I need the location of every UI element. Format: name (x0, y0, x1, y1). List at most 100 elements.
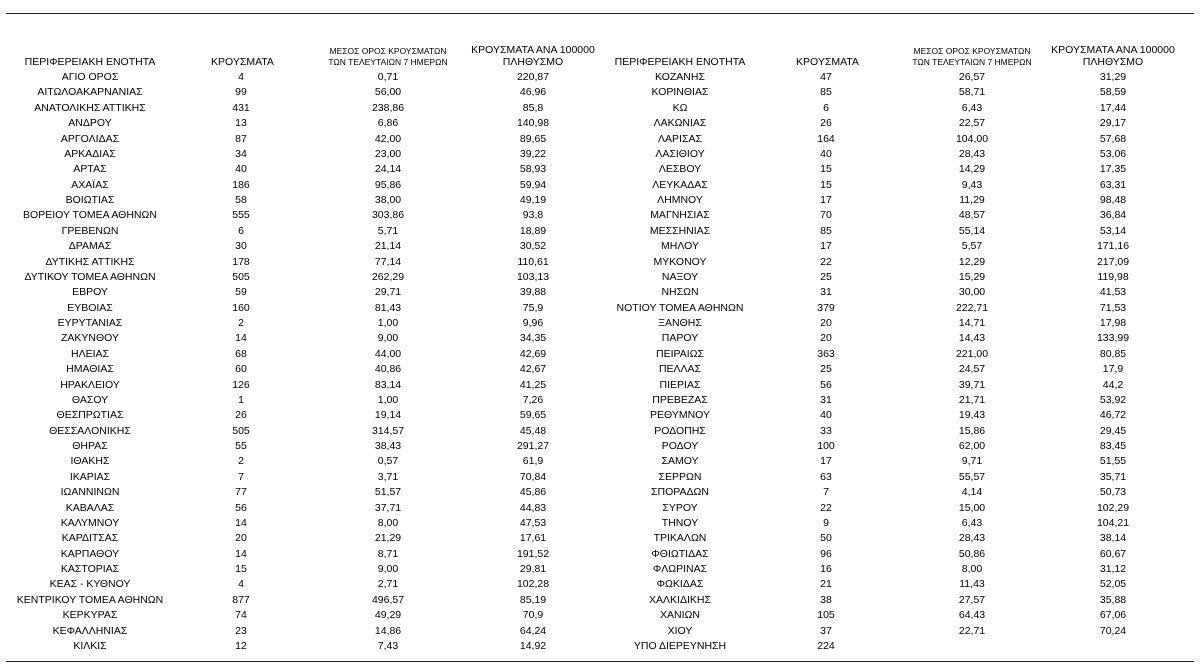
cases-value: 30 (235, 240, 247, 253)
cases-value: 4 (238, 71, 244, 83)
table-row: ΙΚΑΡΙΑΣ 7 3,71 70,84 ΣΕΡΡΩΝ 63 55,57 35,71 (0, 470, 1200, 485)
region-name: ΛΗΜΝΟΥ (657, 194, 703, 206)
region-name: ΛΕΣΒΟΥ (658, 163, 702, 176)
region-name: ΚΑΡΠΑΘΟΥ (60, 547, 120, 560)
cases-value: 7 (238, 470, 244, 483)
region-name: ΠΡΕΒΕΖΑΣ (652, 393, 708, 406)
rate-per-100k-value: 42,69 (519, 347, 547, 360)
cases-value: 40 (820, 147, 832, 160)
rate-per-100k-value: 53,14 (1099, 224, 1127, 237)
region-name: ΒΟΙΩΤΙΑΣ (65, 194, 115, 206)
rate-per-100k-value: 110,61 (517, 255, 549, 268)
avg-7day-value: 9,00 (377, 563, 399, 575)
region-name: ΣΠΟΡΑΔΩΝ (651, 486, 709, 499)
avg-7day-value: 0,57 (377, 455, 399, 468)
rate-per-100k-value: 103,13 (516, 270, 550, 283)
region-name: ΠΕΛΛΑΣ (658, 363, 702, 376)
rate-per-100k-value: 51,55 (1099, 455, 1127, 468)
region-name: ΣΑΜΟΥ (661, 455, 699, 468)
cases-value: 4 (238, 578, 244, 591)
avg-7day-value: 6,86 (377, 117, 399, 130)
avg-7day-value: 48,57 (958, 209, 986, 222)
avg-7day-value: 77,14 (374, 255, 402, 268)
avg-7day-value: 49,29 (374, 609, 402, 622)
rate-per-100k-value: 41,53 (1099, 286, 1127, 299)
avg-7day-value: 238,86 (371, 101, 405, 114)
rate-per-100k-value: 17,44 (1099, 101, 1127, 114)
rate-per-100k-value: 70,9 (522, 609, 544, 622)
region-name: ΝΟΤΙΟΥ ΤΟΜΕΑ ΑΘΗΝΩΝ (616, 301, 744, 314)
rate-per-100k-value: 7,26 (522, 393, 544, 406)
rate-per-100k-value: 85,19 (519, 593, 547, 606)
rate-per-100k-value: 17,35 (1099, 163, 1127, 176)
cases-value: 70 (820, 209, 832, 222)
cases-value: 505 (232, 424, 250, 437)
region-name: ΑΝΑΤΟΛΙΚΗΣ ΑΤΤΙΚΗΣ (34, 101, 146, 114)
region-name: ΚΑΣΤΟΡΙΑΣ (60, 563, 120, 575)
region-name: ΖΑΚΥΝΘΟΥ (60, 332, 119, 345)
top-rule (6, 13, 1194, 14)
avg-7day-value: 314,57 (371, 424, 405, 437)
avg-7day-value: 12,29 (958, 255, 986, 268)
avg-7day-value: 9,00 (377, 332, 399, 345)
avg-7day-value: 14,86 (374, 624, 402, 637)
region-name: ΑΓΙΟ ΟΡΟΣ (61, 71, 119, 83)
avg-7day-value: 222,71 (955, 301, 989, 314)
cases-value: 505 (232, 270, 250, 283)
table-body: ΑΓΙΟ ΟΡΟΣ 4 0,71 220,87 ΚΟΖΑΝΗΣ 47 26,57 31,29 Α… (0, 70, 1200, 654)
rate-per-100k-value: 29,81 (519, 563, 547, 575)
regional-cases-table: ΠΕΡΙΦΕΡΕΙΑΚΗ ΕΝΟΤΗΤΑ ΚΡΟΥΣΜΑΤΑ ΜΕΣΟΣ ΟΡΟ… (0, 38, 1200, 654)
rate-per-100k-value: 31,29 (1099, 71, 1127, 83)
rate-per-100k-value: 291,27 (516, 440, 550, 452)
region-name: ΑΧΑΪΑΣ (71, 178, 109, 191)
rate-per-100k-value: 35,71 (1099, 470, 1127, 483)
rate-per-100k-value: 38,14 (1099, 532, 1127, 545)
table-row: ΑΙΤΩΛΟΑΚΑΡΝΑΝΙΑΣ 99 56,00 46,96 ΚΟΡΙΝΘΙΑΣ 85 5… (0, 85, 1200, 100)
avg-7day-value: 14,29 (958, 163, 986, 176)
region-name: ΚΑΒΑΛΑΣ (65, 501, 115, 514)
region-name: ΗΡΑΚΛΕΙΟΥ (60, 378, 120, 391)
avg-7day-value: 81,43 (374, 301, 402, 314)
region-name: ΦΛΩΡΙΝΑΣ (652, 563, 708, 575)
rate-per-100k-value: 133,99 (1096, 332, 1130, 345)
cases-value: 100 (817, 440, 835, 452)
rate-per-100k-value: 80,85 (1099, 347, 1127, 360)
avg-7day-value: 496,57 (371, 593, 405, 606)
region-name: ΦΩΚΙΔΑΣ (656, 578, 704, 591)
avg-7day-value: 29,71 (374, 286, 402, 299)
cases-value: 74 (235, 609, 247, 622)
table-row: ΕΒΡΟΥ 59 29,71 39,88 ΝΗΣΩΝ 31 30,00 41,53 (0, 285, 1200, 300)
table-row: ΑΝΔΡΟΥ 13 6,86 140,98 ΛΑΚΩΝΙΑΣ 26 22,57 29,17 (0, 116, 1200, 131)
avg-7day-value: 51,57 (374, 486, 402, 499)
region-name: ΚΟΖΑΝΗΣ (655, 71, 705, 83)
rate-per-100k-value: 31,12 (1099, 563, 1127, 575)
table-row: ΔΡΑΜΑΣ 30 21,14 30,52 ΜΗΛΟΥ 17 5,57 171,16 (0, 239, 1200, 254)
avg-7day-value: 5,57 (961, 240, 983, 253)
avg-7day-value: 15,29 (958, 270, 986, 283)
rate-per-100k-value: 17,9 (1102, 363, 1124, 376)
header-rate-line2: ΠΛΗΘΥΣΜΟ (502, 56, 564, 68)
rate-per-100k-value: 42,67 (519, 363, 547, 376)
region-name: ΛΑΚΩΝΙΑΣ (653, 117, 707, 130)
region-name: ΜΕΣΣΗΝΙΑΣ (649, 224, 711, 237)
region-name: ΝΑΞΟΥ (661, 270, 699, 283)
region-name: ΓΡΕΒΕΝΩΝ (61, 224, 119, 237)
table-row: ΙΩΑΝΝΙΝΩΝ 77 51,57 45,86 ΣΠΟΡΑΔΩΝ 7 4,14 50,73 (0, 485, 1200, 500)
avg-7day-value: 15,00 (958, 501, 986, 514)
region-name: ΘΕΣΠΡΩΤΙΑΣ (56, 409, 124, 422)
rate-per-100k-value: 119,98 (1097, 270, 1129, 283)
region-name: ΚΕΦΑΛΛΗΝΙΑΣ (52, 624, 128, 637)
rate-per-100k-value: 70,24 (1099, 624, 1127, 637)
rate-per-100k-value: 140,98 (516, 117, 550, 130)
rate-per-100k-value: 17,61 (519, 532, 547, 545)
cases-value: 99 (235, 86, 247, 99)
avg-7day-value: 38,43 (374, 440, 402, 452)
cases-value: 26 (235, 409, 247, 422)
rate-per-100k-value: 35,88 (1099, 593, 1127, 606)
avg-7day-value: 21,71 (958, 393, 986, 406)
header-rate-right: ΚΡΟΥΣΜΑΤΑ ΑΝΑ 100000 ΠΛΗΘΥΣΜΟ (1043, 44, 1183, 68)
region-name: ΚΟΡΙΝΘΙΑΣ (651, 86, 709, 99)
rate-per-100k-value: 44,2 (1102, 378, 1124, 391)
cases-value: 6 (823, 101, 829, 114)
avg-7day-value: 22,57 (958, 117, 986, 130)
